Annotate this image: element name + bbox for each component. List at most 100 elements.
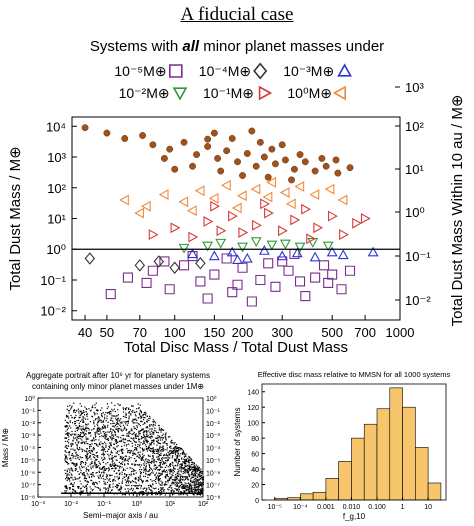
portrait-point	[83, 473, 85, 475]
portrait-point	[95, 472, 97, 474]
portrait-point	[108, 431, 111, 433]
portrait-point	[122, 456, 125, 459]
portrait-point	[66, 447, 69, 450]
portrait-point	[189, 475, 191, 478]
y-tick-label: 10⁰	[46, 242, 66, 257]
portrait-point	[158, 468, 160, 471]
portrait-point	[123, 439, 125, 441]
portrait-point	[145, 465, 147, 467]
portrait-point	[91, 489, 93, 492]
portrait-point	[198, 466, 200, 468]
portrait-point	[120, 440, 122, 443]
portrait-point	[98, 417, 101, 419]
portrait-point	[144, 422, 146, 424]
portrait-point	[159, 454, 161, 456]
portrait-point	[174, 447, 176, 449]
portrait-y-tick-label: 10⁻⁷	[21, 483, 35, 490]
portrait-point	[147, 474, 149, 476]
portrait-point	[162, 437, 164, 439]
portrait-point	[121, 422, 123, 424]
portrait-point	[112, 429, 114, 431]
portrait-point	[187, 486, 189, 488]
portrait-point	[86, 451, 88, 453]
portrait-point	[115, 467, 117, 469]
portrait-point	[133, 426, 135, 428]
portrait-point	[99, 463, 101, 465]
portrait-point	[179, 455, 181, 457]
data-point	[285, 198, 296, 210]
portrait-point	[90, 452, 92, 454]
portrait-point	[91, 471, 94, 474]
portrait-point	[176, 489, 178, 492]
portrait-point	[187, 467, 189, 469]
portrait-point	[185, 460, 187, 463]
portrait-point	[114, 438, 117, 441]
portrait-point	[87, 437, 89, 439]
portrait-point	[157, 493, 159, 495]
x-tick-label: 150	[204, 325, 226, 340]
data-point	[283, 265, 294, 276]
portrait-y2-tick-label: 10⁻⁷	[206, 483, 220, 490]
portrait-point	[135, 484, 137, 487]
portrait-point	[80, 410, 82, 412]
data-point	[250, 183, 261, 195]
data-point	[294, 242, 306, 253]
portrait-point	[166, 483, 168, 486]
portrait-point	[115, 440, 118, 442]
data-point	[332, 156, 340, 164]
portrait-point	[127, 478, 129, 480]
portrait-point	[134, 460, 137, 462]
portrait-point	[82, 427, 84, 429]
portrait-point	[71, 454, 73, 457]
portrait-point	[153, 450, 155, 452]
portrait-point	[118, 467, 121, 469]
portrait-point	[140, 485, 142, 487]
portrait-point	[112, 437, 114, 439]
portrait-point	[80, 432, 82, 434]
portrait-point	[184, 490, 186, 492]
portrait-point	[109, 445, 111, 447]
portrait-point	[93, 482, 95, 484]
portrait-point	[149, 415, 151, 417]
portrait-point	[133, 437, 135, 439]
portrait-point	[191, 474, 193, 476]
portrait-point	[165, 437, 167, 439]
portrait-point	[65, 485, 67, 488]
data-point	[336, 284, 347, 295]
portrait-point	[166, 459, 169, 461]
portrait-point	[88, 476, 91, 479]
portrait-point	[162, 462, 165, 464]
portrait-y-tick-label: 10⁻³	[21, 433, 35, 440]
portrait-point	[196, 486, 199, 488]
portrait-point	[104, 457, 106, 459]
data-point	[290, 165, 298, 173]
portrait-point	[83, 466, 85, 468]
portrait-point	[171, 457, 173, 459]
portrait-point	[103, 480, 105, 483]
portrait-point	[178, 494, 180, 496]
portrait-point	[162, 463, 164, 465]
portrait-point	[76, 453, 78, 456]
portrait-point	[124, 407, 126, 410]
portrait-point	[95, 431, 97, 433]
portrait-point	[146, 430, 148, 432]
portrait-point	[167, 476, 169, 478]
portrait-point	[159, 459, 162, 462]
portrait-point	[135, 441, 137, 443]
portrait-point	[165, 469, 168, 472]
portrait-point	[132, 419, 134, 421]
portrait-y-tick-label: 10⁻⁵	[21, 458, 35, 465]
portrait-point	[74, 455, 76, 457]
portrait-point	[189, 474, 191, 476]
y-tick-label: 10⁻²	[40, 304, 66, 319]
portrait-point	[137, 445, 139, 448]
portrait-point	[185, 453, 187, 455]
portrait-point	[119, 422, 121, 424]
portrait-point	[69, 434, 72, 436]
portrait-point	[177, 451, 179, 453]
portrait-point	[80, 405, 83, 407]
portrait-point	[133, 453, 135, 455]
portrait-point	[133, 427, 136, 430]
portrait-point	[93, 428, 95, 430]
portrait-point	[189, 486, 191, 488]
